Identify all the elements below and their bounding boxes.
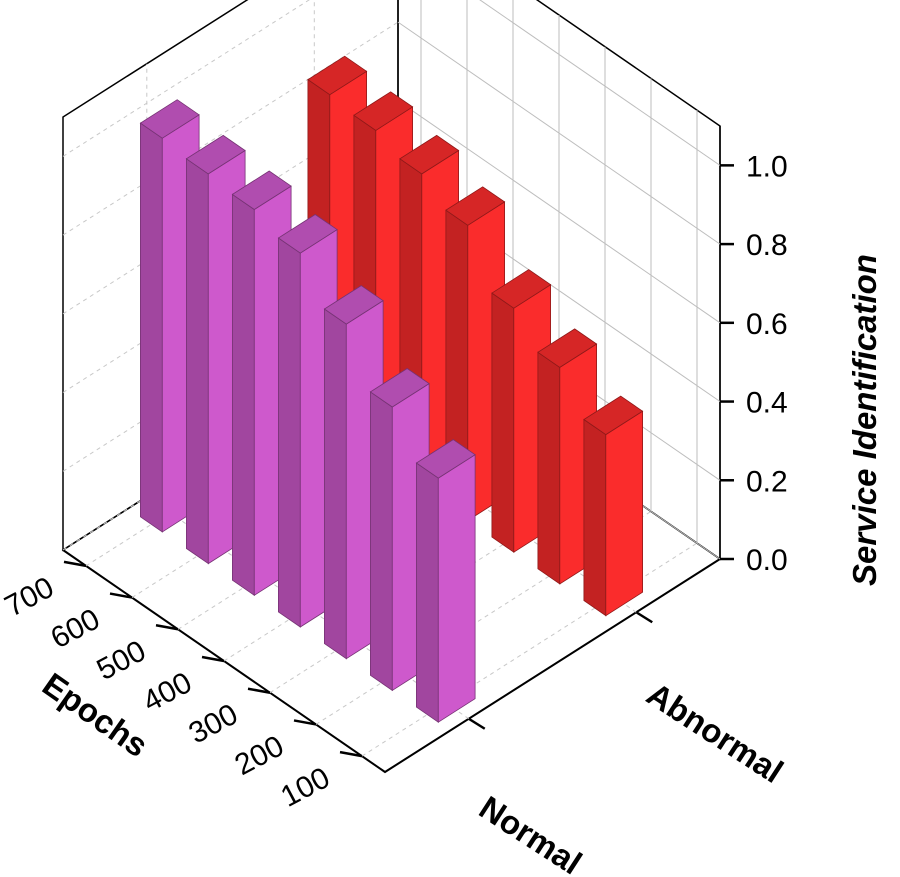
- ticks: [63, 164, 734, 758]
- bar-side-face: [415, 462, 439, 723]
- x-axis-title: Epochs: [36, 665, 155, 764]
- bar-top-face: [415, 439, 476, 479]
- front-axis-lines: [62, 549, 721, 774]
- bar-side-face: [537, 351, 561, 585]
- bar-abnormal-100: [583, 395, 644, 617]
- x-tick: [293, 719, 317, 726]
- category-label-abnormal: Abnormal: [640, 675, 789, 790]
- bar-top-face: [277, 214, 338, 254]
- bar-side-face: [583, 418, 607, 617]
- z-tick-label: 0.2: [746, 465, 788, 498]
- bar-side-face: [231, 193, 255, 597]
- z-tick-label: 0.0: [746, 544, 788, 577]
- z-tick-label: 1.0: [746, 150, 788, 183]
- y-tick: [635, 611, 653, 624]
- x-tick-label: 200: [230, 729, 290, 782]
- z-tick-label: 0.4: [746, 387, 788, 420]
- bar-side-face: [369, 391, 393, 692]
- bar-top-face: [323, 285, 384, 325]
- x-tick-label: 500: [92, 634, 152, 687]
- z-tick-label: 0.8: [746, 229, 788, 262]
- bar-side-face: [185, 158, 209, 565]
- x-tick: [63, 560, 87, 568]
- bar-side-face: [139, 122, 163, 533]
- x-tick: [247, 687, 271, 694]
- x-tick: [109, 592, 133, 599]
- z-axis-title: Service Identification: [846, 254, 883, 586]
- bar-front-face: [605, 410, 643, 617]
- bars: [139, 55, 644, 723]
- bar-side-face: [491, 292, 515, 553]
- x-tick: [155, 624, 179, 631]
- bar-top-face: [139, 99, 200, 139]
- bar-top-face: [399, 134, 460, 175]
- bar-side-face: [277, 237, 301, 628]
- bar-front-face: [437, 453, 476, 723]
- x-tick-label: 600: [46, 603, 106, 656]
- x-tick-label: 700: [0, 571, 59, 624]
- category-label-normal: Normal: [473, 789, 589, 877]
- bar-top-face: [445, 186, 506, 226]
- bar-top-face: [231, 170, 292, 210]
- bar-top-face: [491, 269, 552, 309]
- x-tick-label: 300: [184, 698, 244, 751]
- bar-top-face: [307, 55, 368, 96]
- y-tick: [468, 717, 486, 730]
- x-tick-label: 100: [276, 761, 336, 814]
- bar-top-face: [537, 328, 598, 368]
- grid-line-back-z: [62, 0, 310, 157]
- x-tick: [339, 750, 363, 758]
- x-tick-label: 400: [138, 666, 198, 719]
- bar-top-face: [583, 395, 644, 436]
- bar-normal-100: [415, 439, 476, 723]
- x-tick: [201, 655, 225, 663]
- z-tick-label: 0.6: [746, 308, 788, 341]
- bar-top-face: [185, 134, 246, 175]
- bar-top-face: [353, 91, 414, 131]
- bar-side-face: [323, 308, 347, 660]
- bar-top-face: [369, 368, 430, 408]
